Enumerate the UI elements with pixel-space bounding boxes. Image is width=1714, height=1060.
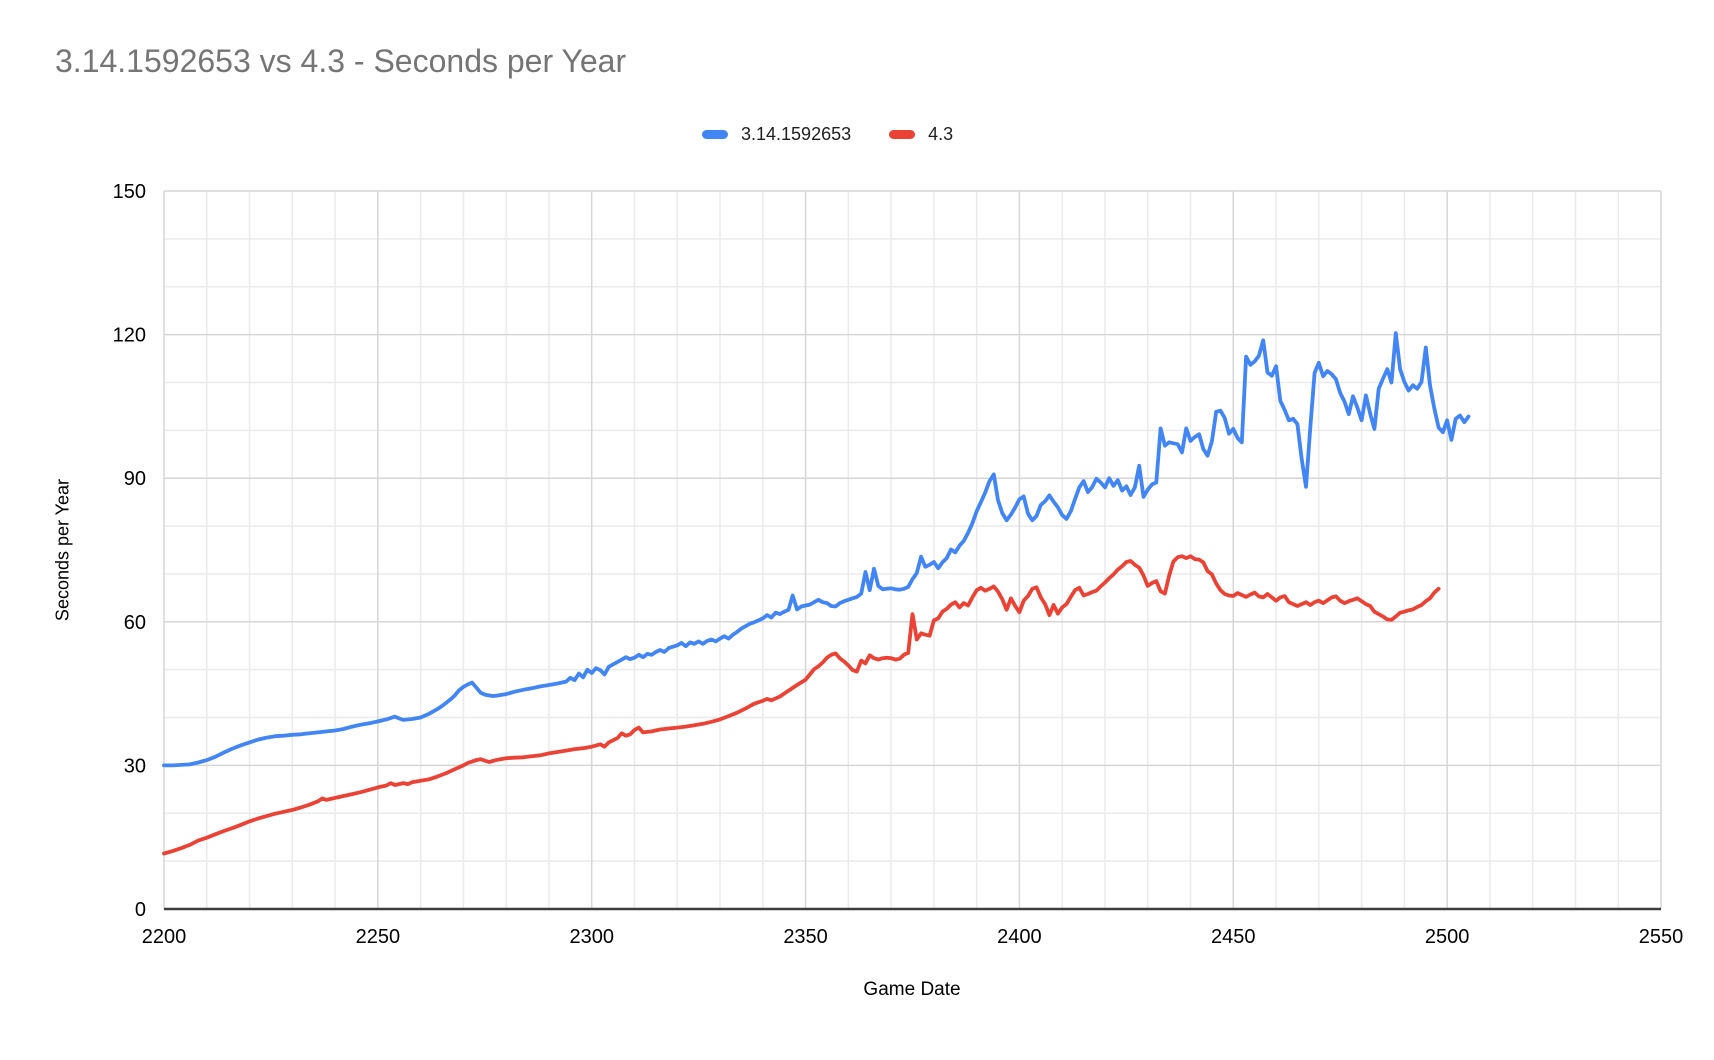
major-gridlines [163, 190, 1662, 910]
y-tick-label: 90 [124, 468, 146, 490]
x-tick-label: 2350 [783, 926, 828, 948]
x-axis-title: Game Date [863, 979, 961, 1000]
series-line-blue[interactable] [162, 331, 1471, 768]
chart-legend: 3.14.1592653 4.3 [702, 124, 953, 145]
x-tick-label: 2300 [569, 926, 614, 948]
series-line-red[interactable] [162, 554, 1441, 856]
chart-title: 3.14.1592653 vs 4.3 - Seconds per Year [55, 43, 627, 79]
legend-label-series-2: 4.3 [928, 124, 954, 144]
y-tick-label: 30 [124, 755, 146, 777]
x-tick-label: 2450 [1211, 926, 1256, 948]
minor-gridlines [164, 191, 1661, 909]
x-tick-label: 2200 [142, 926, 187, 948]
y-tick-label: 0 [135, 899, 146, 921]
x-tick-label: 2500 [1425, 926, 1470, 948]
x-tick-label: 2250 [356, 926, 401, 948]
y-axis-title: Seconds per Year [52, 478, 73, 622]
legend-swatch-blue [702, 130, 728, 139]
y-tick-label: 120 [113, 325, 146, 347]
x-axis-tick-labels: 2200 2250 2300 2350 2400 2450 2500 2550 [142, 926, 1684, 948]
x-tick-label: 2550 [1639, 926, 1684, 948]
legend-label-series-1: 3.14.1592653 [741, 124, 852, 144]
y-axis-tick-labels: 0 30 60 90 120 150 [113, 181, 146, 921]
legend-swatch-red [889, 130, 916, 139]
legend-item-series-1[interactable]: 3.14.1592653 [702, 124, 851, 145]
y-tick-label: 150 [113, 181, 146, 203]
x-tick-label: 2400 [997, 926, 1042, 948]
y-tick-label: 60 [124, 612, 146, 634]
legend-item-series-2[interactable]: 4.3 [889, 124, 953, 145]
